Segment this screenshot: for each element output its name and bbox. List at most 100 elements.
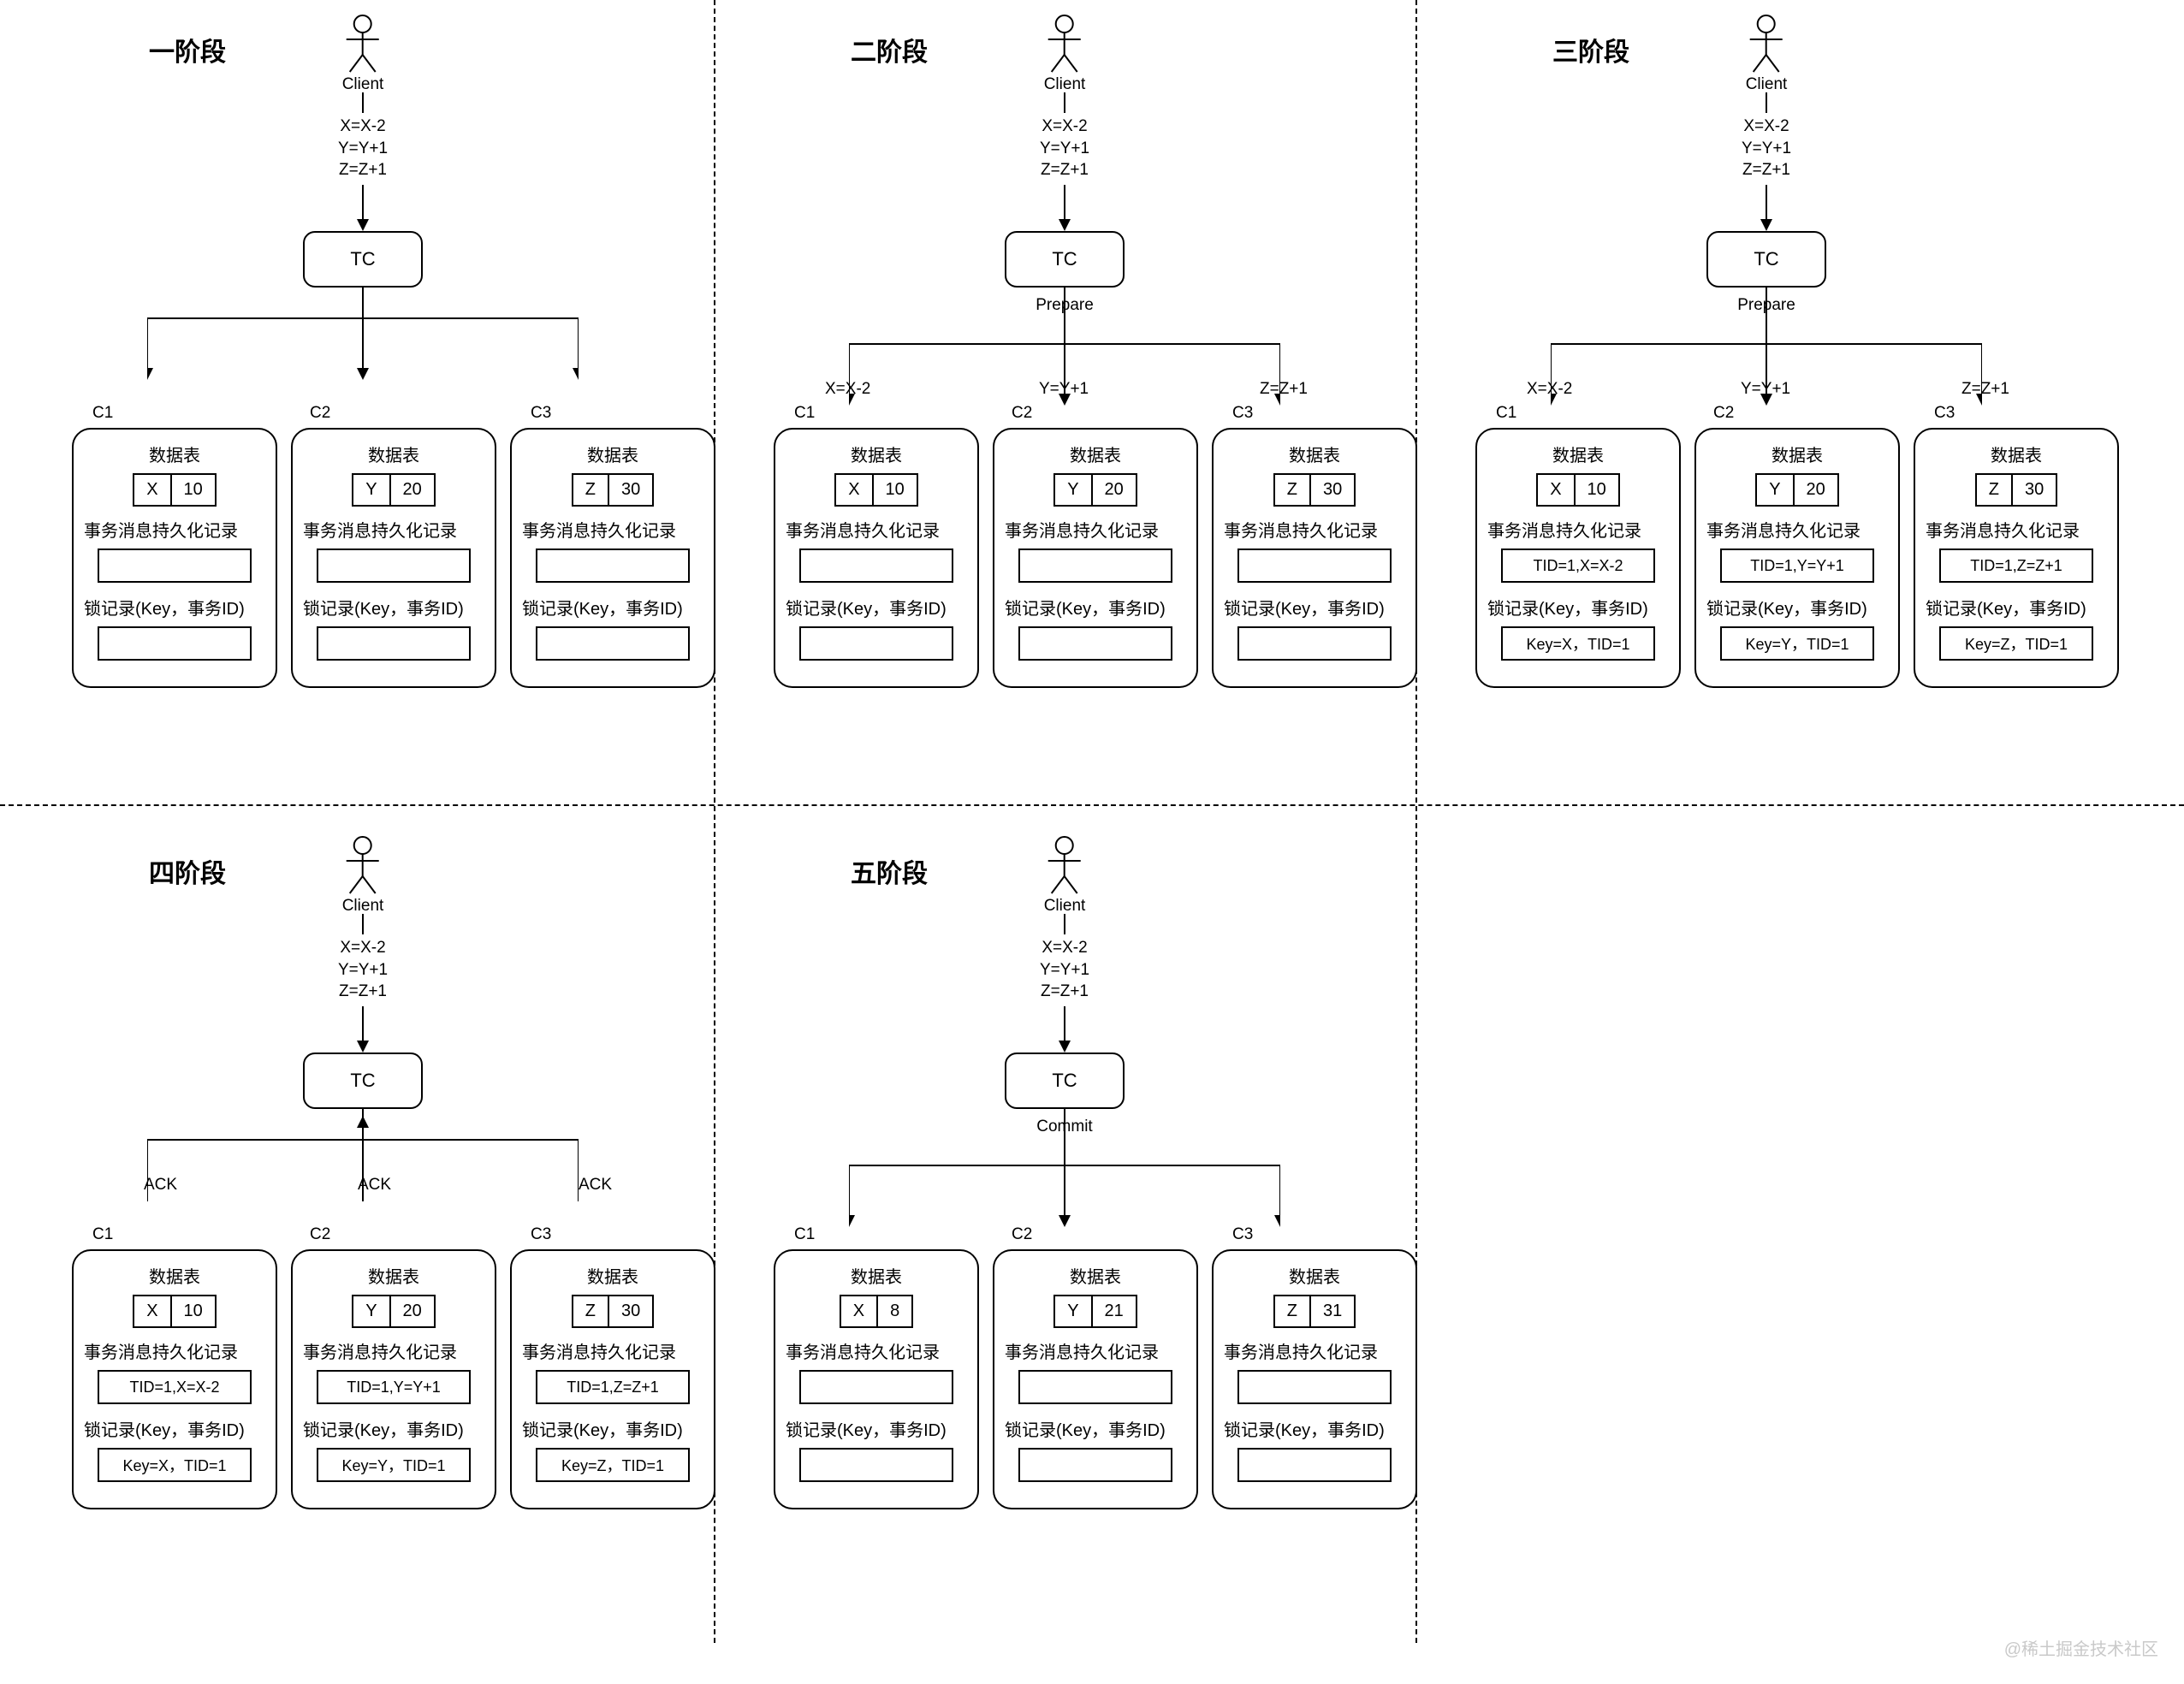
data-kv: X8 xyxy=(786,1295,967,1328)
data-value: 30 xyxy=(608,1295,654,1328)
storage-node: 数据表 Y20 事务消息持久化记录锁记录(Key，事务ID) xyxy=(993,428,1198,688)
data-kv: X10 xyxy=(84,473,265,507)
phase-title: 四阶段 xyxy=(149,852,226,890)
data-table-label: 数据表 xyxy=(1005,1263,1186,1288)
connector-line xyxy=(1064,1006,1065,1041)
node-id-label: C2 xyxy=(1012,1225,1032,1244)
connector-line xyxy=(362,92,364,113)
lock-section-label: 锁记录(Key，事务ID) xyxy=(84,595,265,620)
node-id-label: C3 xyxy=(1934,404,1955,423)
lock-record xyxy=(1018,626,1172,661)
storage-node: 数据表X8事务消息持久化记录锁记录(Key，事务ID) xyxy=(774,1249,979,1509)
operation-line: X=X-2 xyxy=(338,937,388,959)
ack-label: ACK xyxy=(358,1176,391,1195)
data-table-label: 数据表 xyxy=(1224,442,1405,466)
lock-section-label: 锁记录(Key，事务ID) xyxy=(1487,595,1669,620)
ack-label: ACK xyxy=(579,1176,612,1195)
msg-record xyxy=(1018,548,1172,583)
operation-line: Z=Z+1 xyxy=(338,981,388,1003)
operation-line: Z=Z+1 xyxy=(1742,159,1791,181)
data-value: 20 xyxy=(389,473,436,507)
operation-line: Y=Y+1 xyxy=(1040,959,1089,981)
operation-line: X=X-2 xyxy=(1742,116,1791,138)
data-table-label: 数据表 xyxy=(522,1263,703,1288)
msg-section-label: 事务消息持久化记录 xyxy=(84,517,265,542)
msg-record: TID=1,Y=Y+1 xyxy=(1720,548,1874,583)
data-kv: Y20 xyxy=(1005,473,1186,507)
msg-section-label: 事务消息持久化记录 xyxy=(522,1338,703,1363)
lock-section-label: 锁记录(Key，事务ID) xyxy=(1224,595,1405,620)
msg-section-label: 事务消息持久化记录 xyxy=(303,517,484,542)
lock-record xyxy=(799,626,953,661)
data-key: X xyxy=(840,1295,876,1328)
msg-section-label: 事务消息持久化记录 xyxy=(786,517,967,542)
operation-line: Y=Y+1 xyxy=(1040,138,1089,160)
client-operations: X=X-2Y=Y+1Z=Z+1 xyxy=(1040,116,1089,181)
tc-node: TC xyxy=(1005,231,1125,288)
data-key: X xyxy=(834,473,871,507)
data-table-label: 数据表 xyxy=(1487,442,1669,466)
lock-record xyxy=(1018,1448,1172,1482)
tc-node: TC xyxy=(303,231,423,288)
data-value: 20 xyxy=(1793,473,1839,507)
connector-line xyxy=(362,1109,364,1116)
storage-node: 数据表X10事务消息持久化记录锁记录(Key，事务ID) xyxy=(774,428,979,688)
data-key: Y xyxy=(1755,473,1792,507)
data-key: Y xyxy=(352,473,389,507)
data-table-label: 数据表 xyxy=(303,1263,484,1288)
lock-section-label: 锁记录(Key，事务ID) xyxy=(786,595,967,620)
data-kv: Z30 xyxy=(522,1295,703,1328)
data-key: Z xyxy=(572,473,608,507)
lock-record: Key=Z，TID=1 xyxy=(536,1448,690,1482)
msg-record xyxy=(98,548,252,583)
msg-section-label: 事务消息持久化记录 xyxy=(1224,517,1405,542)
data-kv: Z30 xyxy=(1224,473,1405,507)
msg-record: TID=1,Z=Z+1 xyxy=(536,1370,690,1404)
node-id-label: C3 xyxy=(1232,1225,1253,1244)
msg-record: TID=1,X=X-2 xyxy=(1501,548,1655,583)
actor-client: Client xyxy=(342,835,384,916)
storage-node: 数据表Z31事务消息持久化记录锁记录(Key，事务ID) xyxy=(1212,1249,1417,1509)
data-table-label: 数据表 xyxy=(786,1263,967,1288)
lock-record xyxy=(799,1448,953,1482)
lock-record: Key=Y，TID=1 xyxy=(1720,626,1874,661)
actor-client: Client xyxy=(1746,14,1788,94)
connector-line xyxy=(1766,288,1767,320)
msg-section-label: 事务消息持久化记录 xyxy=(1005,517,1186,542)
node-id-label: C1 xyxy=(794,1225,815,1244)
tc-node: TC xyxy=(303,1052,423,1109)
node-id-label: C1 xyxy=(92,1225,113,1244)
data-table-label: 数据表 xyxy=(1224,1263,1405,1288)
phase-p1: 一阶段ClientX=X-2Y=Y+1Z=Z+1TCC1C2C3数据表X10事务… xyxy=(21,0,705,787)
data-table-label: 数据表 xyxy=(84,1263,265,1288)
actor-label: Client xyxy=(1044,897,1086,916)
msg-section-label: 事务消息持久化记录 xyxy=(84,1338,265,1363)
lock-section-label: 锁记录(Key，事务ID) xyxy=(303,1416,484,1441)
data-value: 31 xyxy=(1309,1295,1356,1328)
actor-client: Client xyxy=(1044,835,1086,916)
branch-label: X=X-2 xyxy=(1527,380,1572,399)
connector-line xyxy=(1064,1109,1065,1141)
data-key: Z xyxy=(1273,473,1309,507)
msg-record xyxy=(317,548,471,583)
client-operations: X=X-2Y=Y+1Z=Z+1 xyxy=(338,116,388,181)
connector-line xyxy=(1766,185,1767,219)
msg-record xyxy=(799,548,953,583)
data-kv: X10 xyxy=(1487,473,1669,507)
data-value: 30 xyxy=(608,473,654,507)
lock-section-label: 锁记录(Key，事务ID) xyxy=(1005,595,1186,620)
data-table-label: 数据表 xyxy=(1005,442,1186,466)
data-kv: Y20 xyxy=(303,1295,484,1328)
lock-section-label: 锁记录(Key，事务ID) xyxy=(84,1416,265,1441)
msg-record xyxy=(1237,548,1392,583)
phase-title: 二阶段 xyxy=(851,31,928,68)
actor-client: Client xyxy=(1044,14,1086,94)
storage-node: 数据表Z30事务消息持久化记录锁记录(Key，事务ID) xyxy=(510,428,715,688)
storage-node: 数据表X10事务消息持久化记录TID=1,X=X-2锁记录(Key，事务ID)K… xyxy=(72,1249,277,1509)
msg-section-label: 事务消息持久化记录 xyxy=(522,517,703,542)
data-key: Y xyxy=(352,1295,389,1328)
connector-line xyxy=(1766,92,1767,113)
phase-p3: 三阶段ClientX=X-2Y=Y+1Z=Z+1TCPrepareX=X-2Y=… xyxy=(1424,0,2109,787)
data-table-label: 数据表 xyxy=(522,442,703,466)
branch-label: Y=Y+1 xyxy=(1039,380,1089,399)
